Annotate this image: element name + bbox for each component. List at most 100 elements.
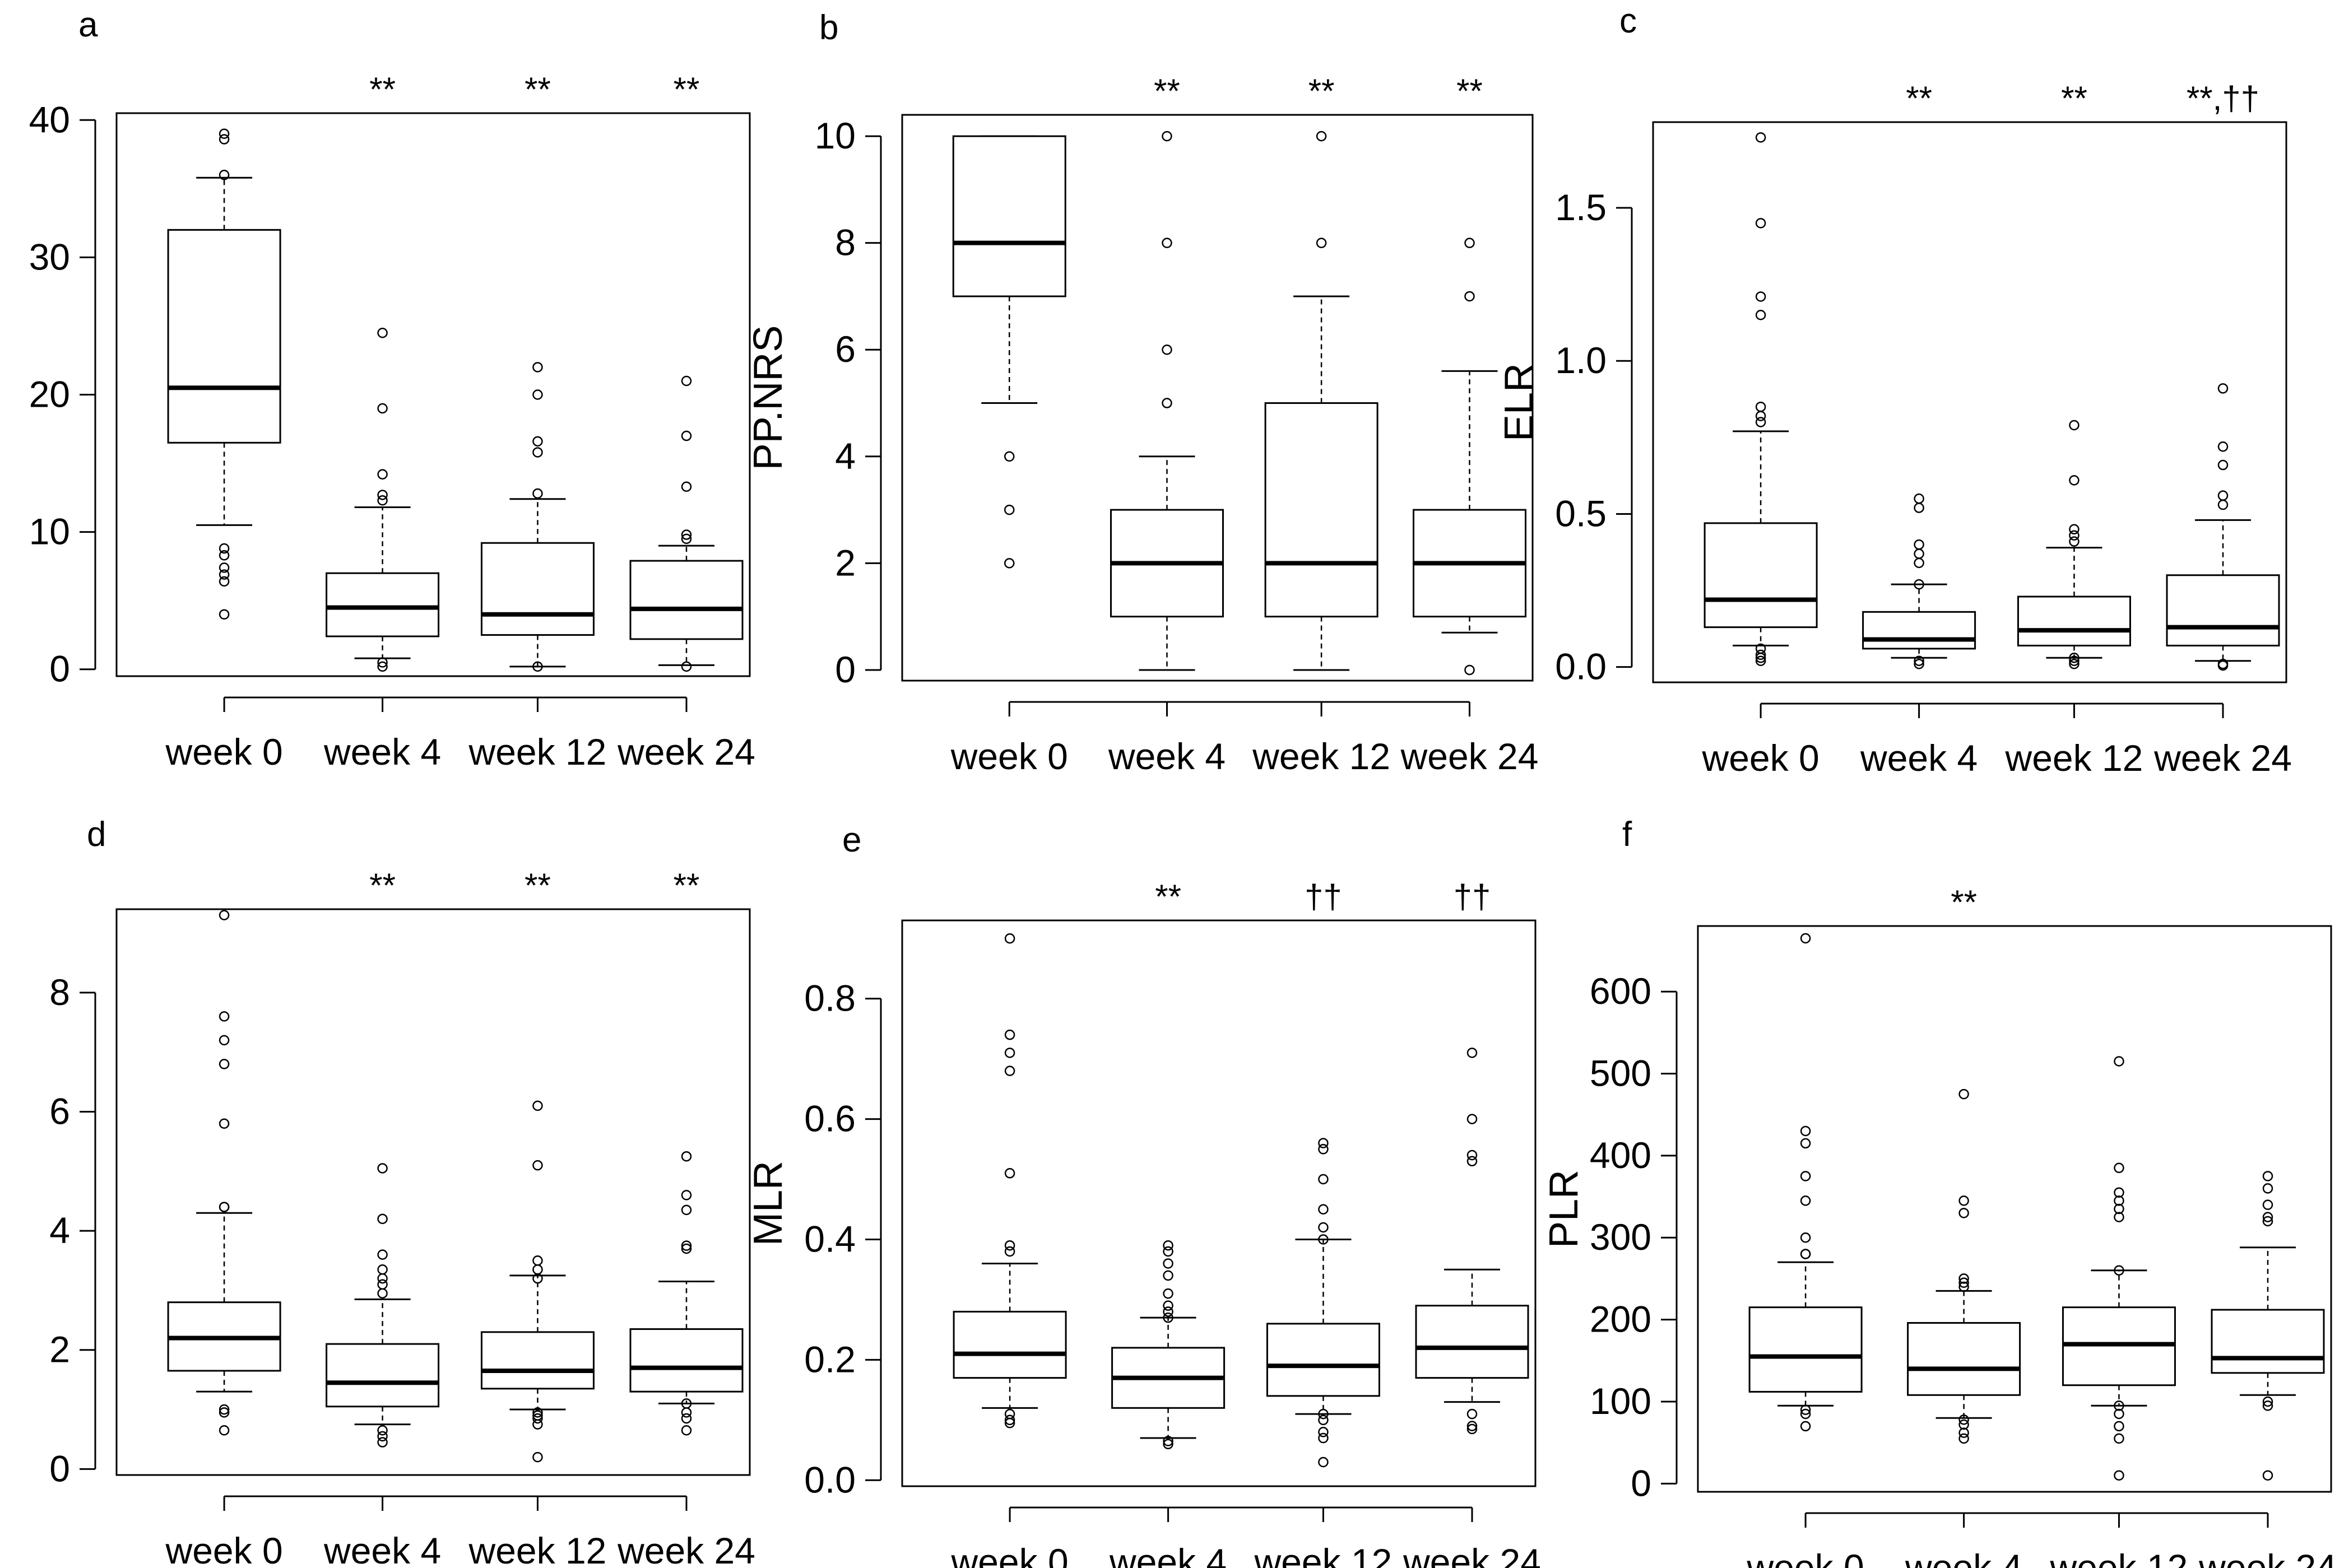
y-tick-label: 500: [1590, 1052, 1651, 1094]
y-tick-label: 30: [29, 236, 70, 277]
outlier-point: [219, 1059, 230, 1069]
outlier-point: [1163, 1246, 1173, 1257]
box-week-24: [2166, 383, 2280, 671]
outlier-point: [2114, 1470, 2124, 1481]
iqr-box: [326, 1343, 440, 1408]
y-axis-label: NLR: [0, 1152, 5, 1232]
y-tick-label: 0.4: [804, 1218, 856, 1259]
iqr-box: [1704, 522, 1818, 629]
outlier-point: [1466, 1423, 1478, 1435]
y-tick-label: 1.0: [1555, 339, 1607, 381]
outlier-point: [377, 1273, 388, 1284]
outlier-point: [377, 1249, 388, 1260]
outlier-point: [377, 1163, 388, 1174]
outlier-point: [1958, 1419, 1969, 1430]
outlier-point: [2069, 658, 2080, 669]
outlier-point: [2217, 499, 2229, 510]
outlier-point: [1163, 1258, 1173, 1269]
outlier-point: [532, 488, 543, 499]
x-tick-label: week 4: [323, 731, 441, 773]
outlier-point: [1755, 655, 1766, 666]
plot-frame: [901, 919, 1537, 1487]
outlier-point: [681, 533, 692, 545]
y-tick-label: 40: [29, 99, 70, 140]
outlier-point: [377, 1431, 388, 1442]
outlier-point: [377, 1425, 388, 1436]
y-tick-label: 20: [29, 374, 70, 415]
outlier-point: [219, 550, 230, 561]
significance-marker: **: [1154, 72, 1180, 110]
outlier-point: [2262, 1212, 2273, 1222]
box-week-4: [1111, 1240, 1226, 1450]
outlier-point: [219, 1407, 230, 1418]
outlier-point: [1162, 344, 1172, 355]
outlier-point: [1466, 1150, 1478, 1161]
outlier-point: [219, 562, 230, 573]
outlier-point: [681, 1425, 692, 1436]
plot-frame: [1652, 121, 2287, 683]
iqr-box: [2211, 1309, 2325, 1374]
outlier-point: [681, 1413, 692, 1424]
box-week-12: [1264, 131, 1378, 671]
x-tick-label: week 4: [1905, 1547, 2022, 1568]
y-tick-label: 300: [1590, 1216, 1651, 1258]
outlier-point: [1466, 1114, 1478, 1124]
outlier-point: [1800, 1232, 1811, 1243]
box-week-12: [480, 362, 595, 672]
outlier-point: [1318, 1432, 1329, 1444]
outlier-point: [1958, 1195, 1969, 1206]
significance-marker: **: [369, 867, 396, 904]
outlier-point: [532, 1264, 543, 1275]
y-axis-label: EASI: [0, 348, 5, 440]
box-week-0: [952, 135, 1066, 569]
outlier-point: [219, 569, 230, 580]
outlier-point: [377, 661, 388, 672]
outlier-point: [2069, 420, 2080, 431]
outlier-point: [2114, 1401, 2124, 1411]
y-axis-label: ELR: [1497, 363, 1542, 441]
outlier-point: [2069, 655, 2080, 666]
box-week-4: [326, 1163, 440, 1448]
box-week-4: [1862, 493, 1976, 669]
outlier-point: [532, 447, 543, 458]
y-tick-label: 200: [1590, 1299, 1651, 1340]
outlier-point: [1958, 1273, 1969, 1284]
outlier-point: [2114, 1187, 2124, 1198]
outlier-point: [1914, 655, 1924, 666]
significance-marker: ††: [1454, 878, 1491, 915]
x-tick-label: week 0: [951, 1541, 1069, 1568]
x-tick-label: week 4: [1109, 1541, 1227, 1568]
significance-marker: **: [674, 71, 700, 108]
outlier-point: [1466, 1156, 1478, 1167]
outlier-point: [2114, 1195, 2124, 1206]
outlier-point: [681, 1407, 692, 1418]
panel-label: b: [819, 8, 838, 47]
panel-label: a: [78, 6, 98, 44]
box-week-0: [167, 128, 281, 620]
outlier-point: [2217, 660, 2229, 671]
outlier-point: [1958, 1088, 1969, 1100]
box-week-0: [1704, 132, 1818, 666]
outlier-point: [1163, 1436, 1173, 1446]
outlier-point: [1004, 1066, 1015, 1076]
outlier-point: [1755, 411, 1766, 421]
outlier-point: [1004, 1415, 1015, 1426]
outlier-point: [1958, 1433, 1969, 1444]
x-tick-label: week 24: [1400, 736, 1539, 777]
significance-marker: **: [525, 71, 551, 108]
outlier-point: [2069, 530, 2080, 541]
plot-frame: [1697, 925, 2332, 1493]
outlier-point: [377, 1264, 388, 1275]
panel-b: b 0 2 4 6 8 10 PP.NRS week 0 week 4 week 12 week 24…: [746, 8, 1538, 777]
outlier-point: [1318, 1234, 1329, 1245]
x-tick-label: week 0: [165, 1530, 283, 1568]
iqr-box: [953, 1310, 1067, 1379]
outlier-point: [681, 1190, 692, 1201]
box-week-12: [480, 1100, 595, 1463]
outlier-point: [1004, 451, 1015, 462]
outlier-point: [219, 1118, 230, 1129]
y-tick-label: 0: [49, 1448, 70, 1489]
outlier-point: [2069, 475, 2080, 486]
y-tick-label: 0: [835, 649, 856, 690]
